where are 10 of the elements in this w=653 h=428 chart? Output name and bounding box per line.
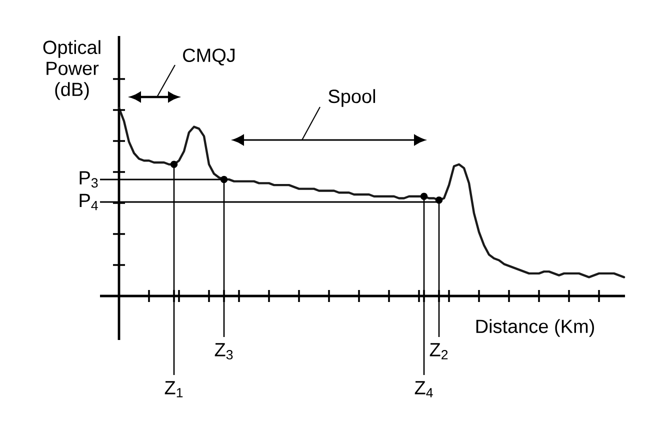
x-tick-label: Z$_{3}$ xyxy=(214,343,233,360)
text: CMQJ xyxy=(183,48,235,66)
x-tick-label: Z$_{4}$ xyxy=(414,381,433,398)
x-tick-label: Z$_{2}$ xyxy=(430,343,448,360)
text: Spool xyxy=(328,89,376,107)
y-axis-title: Optical Power (dB) xyxy=(43,40,100,100)
x-axis-title: Distance (Km) xyxy=(476,319,594,337)
ref-line-label: P$_{4}$ xyxy=(80,194,98,210)
x-tick-label: Z$_{1}$ xyxy=(164,381,183,398)
ref-line-label: P$_{3}$ xyxy=(80,171,98,188)
